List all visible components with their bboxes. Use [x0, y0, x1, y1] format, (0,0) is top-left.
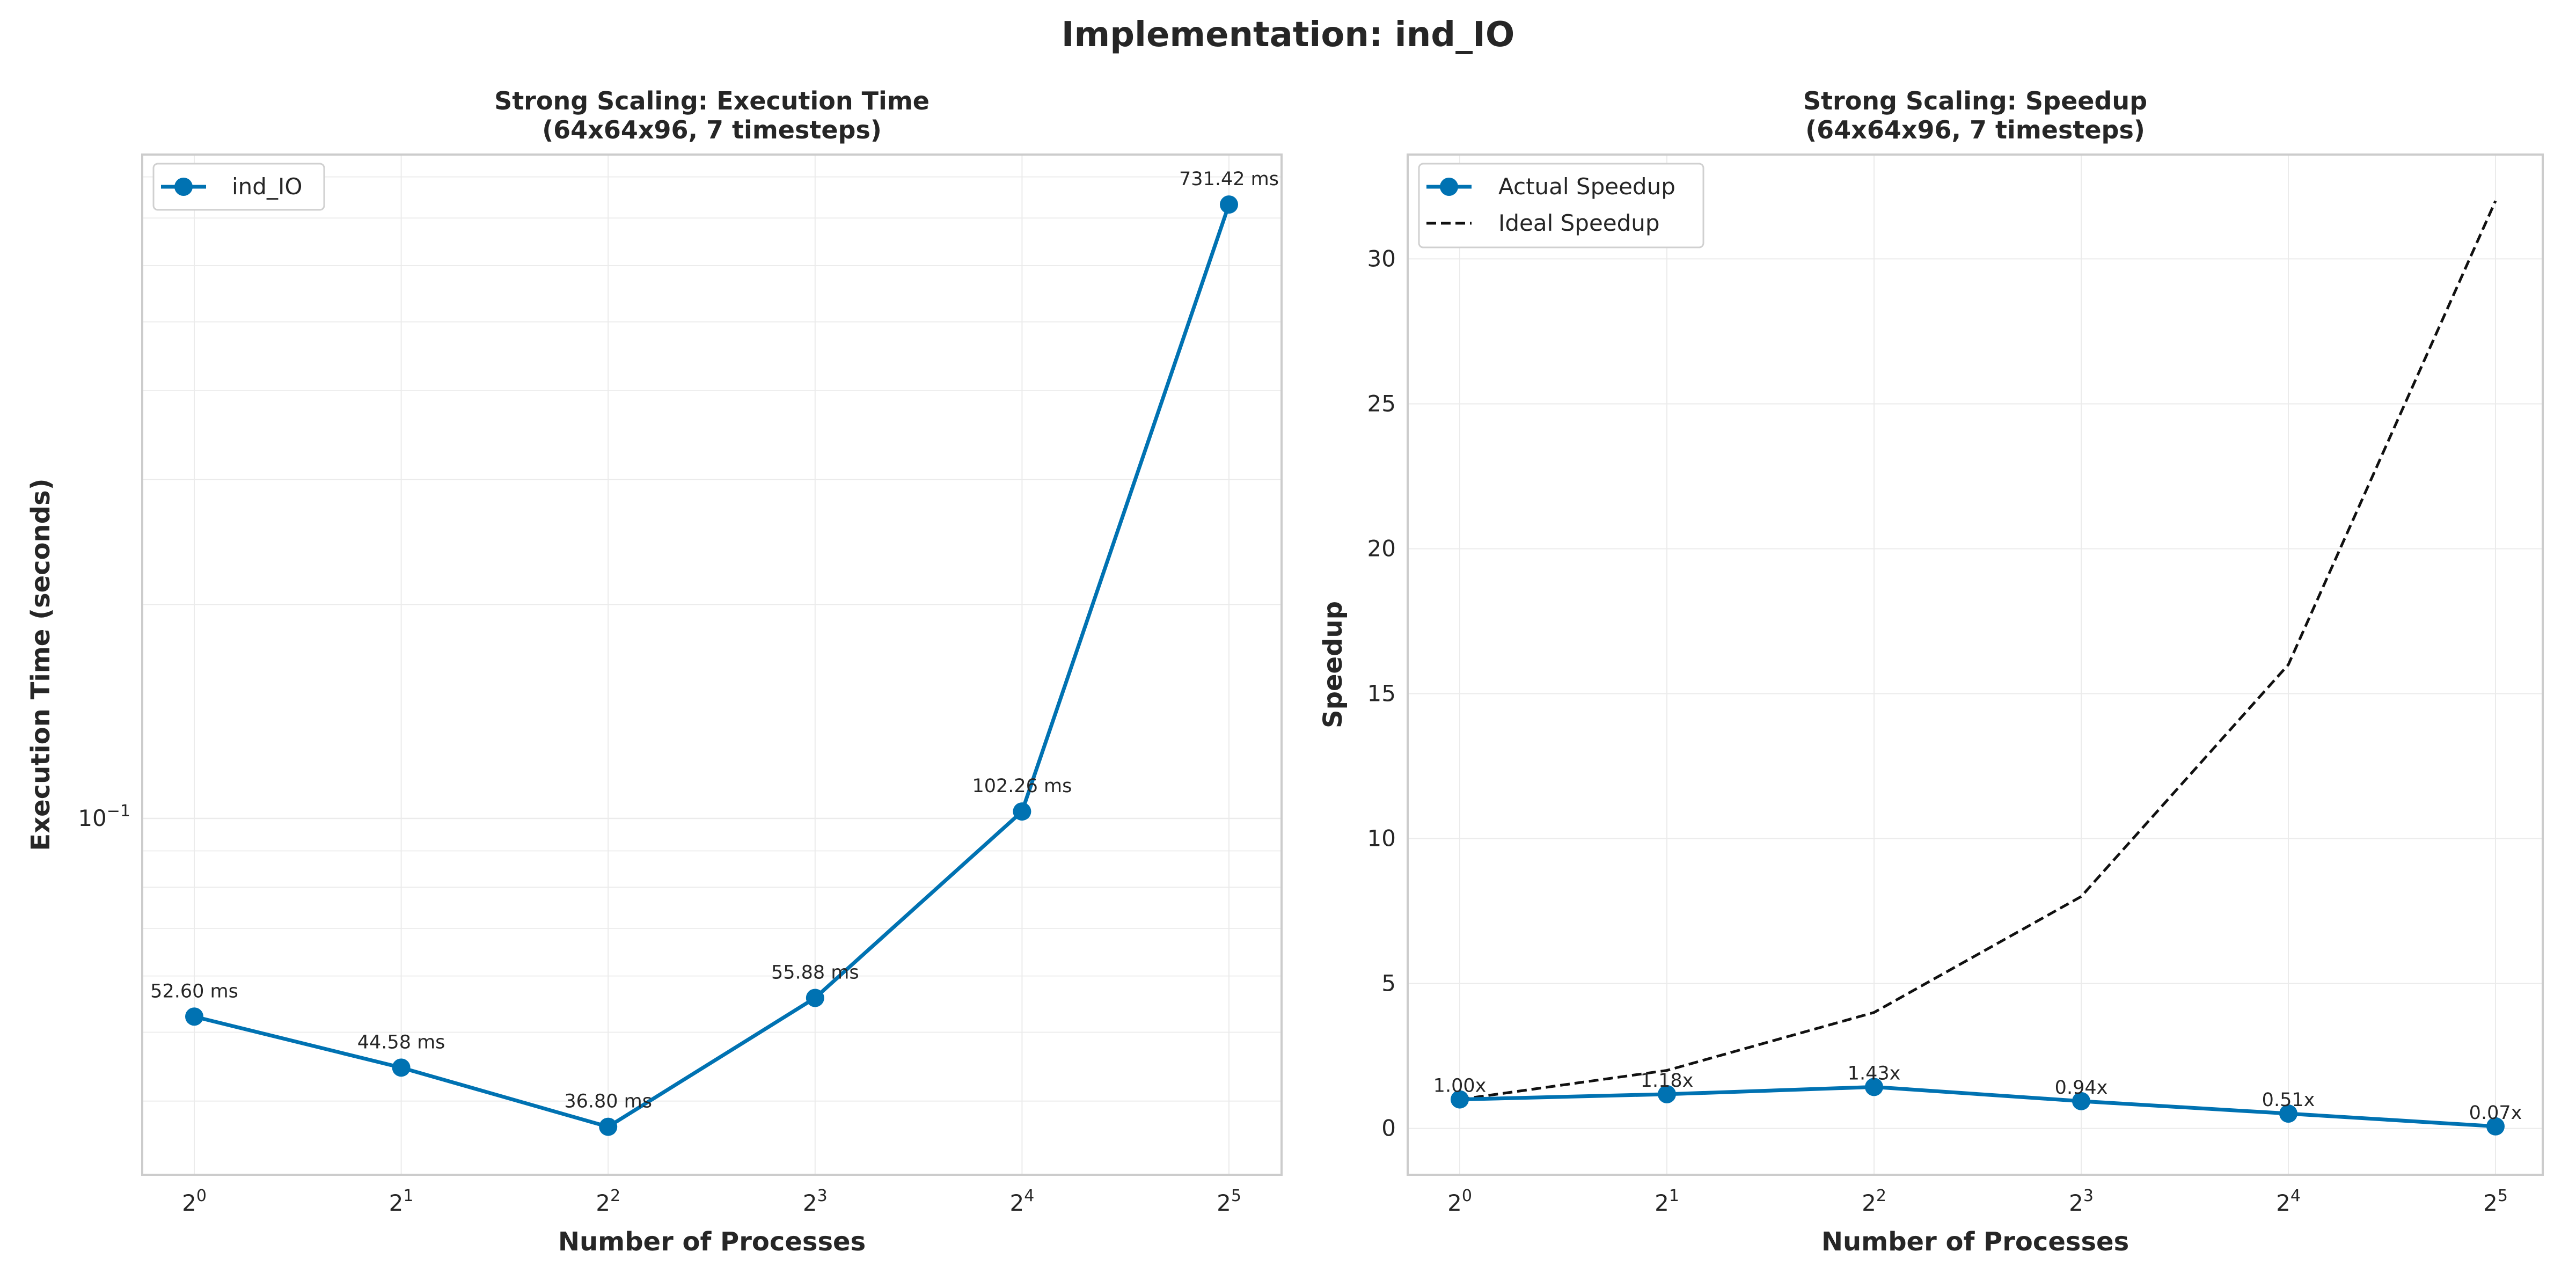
legend-label: Ideal Speedup — [1498, 210, 1660, 236]
data-point — [2486, 1117, 2505, 1136]
data-label: 36.80 ms — [564, 1091, 652, 1113]
x-tick-label: 23 — [2069, 1187, 2094, 1216]
y-tick-label: 15 — [1367, 680, 1396, 707]
x-tick-label: 20 — [182, 1187, 207, 1216]
x-tick-label: 20 — [1447, 1187, 1472, 1216]
x-tick-label: 21 — [1655, 1187, 1679, 1216]
y-tick-label: 25 — [1367, 390, 1396, 416]
y-tick-label: 30 — [1367, 245, 1396, 272]
y-axis-label: Speedup — [1318, 601, 1348, 728]
x-tick-label: 24 — [2276, 1187, 2301, 1216]
series-line-ideal-speedup — [1459, 200, 2497, 1101]
chart-subtitle: (64x64x96, 7 timesteps) — [542, 115, 882, 144]
chart-subtitle: (64x64x96, 7 timesteps) — [1805, 115, 2145, 144]
legend-marker-ind_IO — [174, 178, 193, 196]
x-tick-label: 23 — [803, 1187, 828, 1216]
y-tick-label: 10 — [1367, 825, 1396, 852]
y-axis-label: Execution Time (seconds) — [26, 478, 56, 851]
data-label: 0.51x — [2262, 1089, 2315, 1111]
data-point — [1451, 1090, 1469, 1109]
data-label: 0.94x — [2055, 1077, 2108, 1099]
series-line-actual-speedup — [1459, 1085, 2496, 1129]
chart-title: Strong Scaling: Execution Time — [494, 86, 930, 115]
data-label: 731.42 ms — [1179, 169, 1279, 190]
x-tick-label: 22 — [1862, 1187, 1886, 1216]
chart-title: Strong Scaling: Speedup — [1803, 86, 2147, 115]
data-point — [392, 1058, 411, 1077]
data-label: 1.43x — [1848, 1063, 1901, 1084]
y-tick-label: 20 — [1367, 535, 1396, 561]
data-point — [185, 1007, 203, 1026]
legend-box — [1418, 163, 1704, 248]
data-point — [1658, 1085, 1676, 1103]
legend-box — [152, 163, 325, 211]
data-label: 52.60 ms — [150, 980, 238, 1002]
data-point — [2072, 1092, 2090, 1110]
plot-frame — [1407, 153, 2544, 1176]
y-tick-label: 0 — [1381, 1115, 1396, 1141]
figure-title: Implementation: ind_IO — [1061, 15, 1515, 55]
y-tick-label: 5 — [1381, 970, 1396, 997]
x-tick-label: 25 — [1217, 1187, 1241, 1216]
data-label: 1.18x — [1641, 1070, 1694, 1092]
x-tick-label: 24 — [1009, 1187, 1034, 1216]
legend-marker-actual — [1440, 178, 1458, 196]
y-tick-label: 10−1 — [78, 802, 130, 831]
data-label: 0.07x — [2469, 1102, 2522, 1124]
plot-frame — [141, 153, 1283, 1176]
data-point — [1865, 1078, 1883, 1096]
data-point — [806, 989, 824, 1007]
data-label: 1.00x — [1433, 1075, 1487, 1097]
x-axis-label: Number of Processes — [558, 1227, 866, 1257]
data-label: 44.58 ms — [357, 1031, 445, 1053]
data-point — [1013, 802, 1031, 821]
data-point — [1220, 195, 1238, 214]
legend-label: ind_IO — [232, 173, 302, 200]
x-tick-label: 21 — [389, 1187, 414, 1216]
series-line-ind_IO — [194, 203, 1231, 1129]
data-label: 102.26 ms — [972, 775, 1072, 797]
data-point — [2279, 1104, 2297, 1123]
x-tick-label: 25 — [2483, 1187, 2508, 1216]
data-label: 55.88 ms — [771, 962, 859, 983]
x-tick-label: 22 — [596, 1187, 620, 1216]
x-axis-label: Number of Processes — [1821, 1227, 2129, 1257]
data-point — [599, 1117, 618, 1136]
legend-label: Actual Speedup — [1498, 173, 1675, 200]
